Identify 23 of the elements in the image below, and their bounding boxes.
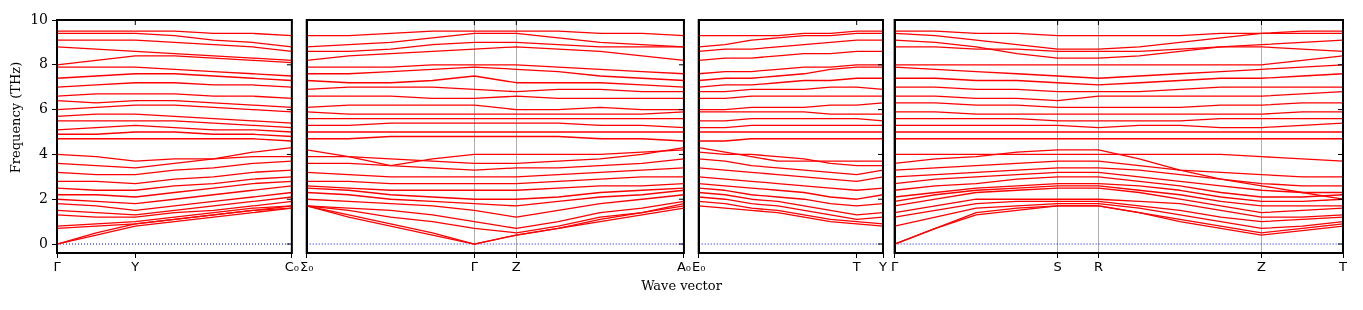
y-tick-label: 10	[30, 10, 48, 27]
x-tick-label: R	[1093, 259, 1103, 275]
y-tick-label: 8	[39, 55, 48, 72]
x-tick-label: Γ	[53, 259, 62, 275]
y-tick-label: 0	[39, 234, 48, 251]
x-tick-label: T	[1338, 259, 1348, 275]
x-axis-title: Wave vector	[640, 278, 723, 293]
x-tick-label: T	[851, 259, 861, 275]
y-tick-label: 4	[39, 145, 49, 162]
y-axis-title: Frequency (THz)	[7, 60, 23, 176]
x-tick-label: Y	[878, 259, 888, 275]
x-tick-label: Γ	[470, 259, 479, 275]
y-tick-label: 6	[39, 100, 49, 117]
x-tick-label: E₀	[691, 259, 706, 275]
x-tick-label: S	[1053, 259, 1062, 275]
x-tick-label: Y	[130, 259, 140, 275]
x-tick-label: C₀	[284, 259, 299, 275]
x-tick-label: Γ	[891, 259, 899, 275]
y-tick-label: 2	[39, 189, 48, 206]
x-tick-label: Z	[1257, 259, 1267, 275]
x-tick-label: A₀	[676, 259, 691, 275]
x-tick-label: Z	[511, 259, 521, 275]
x-tick-label: Σ₀	[299, 259, 314, 275]
